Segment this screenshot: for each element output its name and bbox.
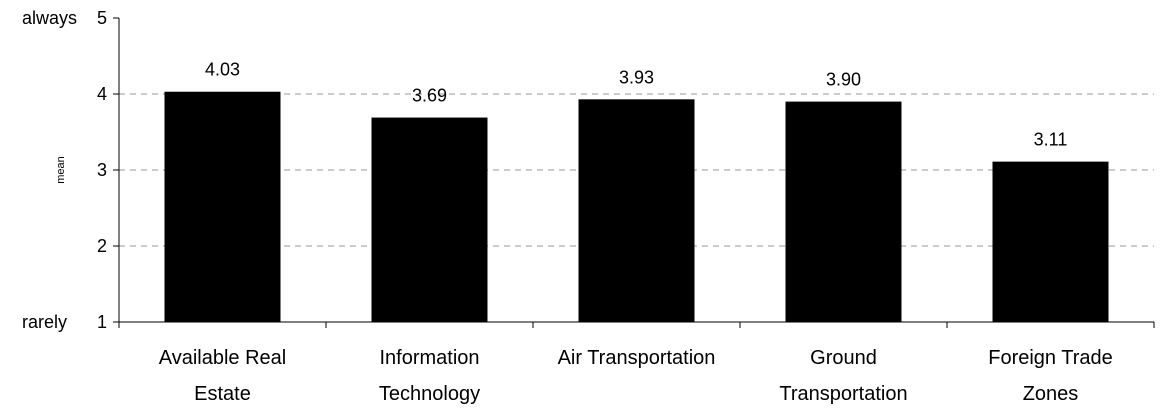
category-label-line: Transportation: [779, 383, 907, 405]
x-ticks: [118, 322, 1155, 328]
y-tick-label: 4: [97, 84, 107, 104]
bar: [578, 99, 695, 322]
category-label: Foreign Trade Zones: [988, 347, 1113, 405]
data-label: 3.93: [619, 67, 654, 87]
category-label-line: Information: [379, 347, 479, 369]
bar: [371, 117, 488, 322]
category-label: Ground Transportation: [779, 347, 907, 405]
category-label-line: Air Transportation: [558, 347, 716, 369]
category-labels: Available Real Estate Information Technolog…: [159, 347, 1113, 405]
category-label-line: Zones: [1023, 383, 1079, 405]
category-label: Air Transportation: [558, 347, 716, 369]
category-label: Available Real Estate: [159, 347, 287, 405]
bar: [164, 91, 281, 322]
data-label: 3.69: [412, 86, 447, 106]
category-label-line: Technology: [379, 383, 480, 405]
category-label-line: Ground: [810, 347, 877, 369]
bars: [164, 91, 1109, 322]
data-label: 3.11: [1034, 130, 1068, 150]
category-label-line: Estate: [194, 383, 251, 405]
category-label-line: Available Real: [159, 347, 287, 369]
y-tick-label: 2: [97, 236, 107, 256]
category-label: Information Technology: [379, 347, 480, 405]
data-labels: 4.03 3.69 3.93 3.90 3.11: [205, 60, 1067, 150]
bar: [992, 161, 1109, 322]
y-tick-label: 3: [97, 160, 107, 180]
y-anchor-label-top: always: [22, 8, 77, 28]
y-ticks: 1 2 3 4 5: [97, 8, 119, 332]
y-anchor-label-bottom: rarely: [22, 312, 67, 332]
data-label: 4.03: [205, 60, 240, 80]
y-tick-label: 5: [97, 8, 107, 28]
bar: [785, 101, 902, 322]
y-tick-label: 1: [97, 312, 107, 332]
category-label-line: Foreign Trade: [988, 347, 1113, 369]
y-axis-label: mean: [55, 156, 67, 184]
data-label: 3.90: [826, 70, 861, 90]
